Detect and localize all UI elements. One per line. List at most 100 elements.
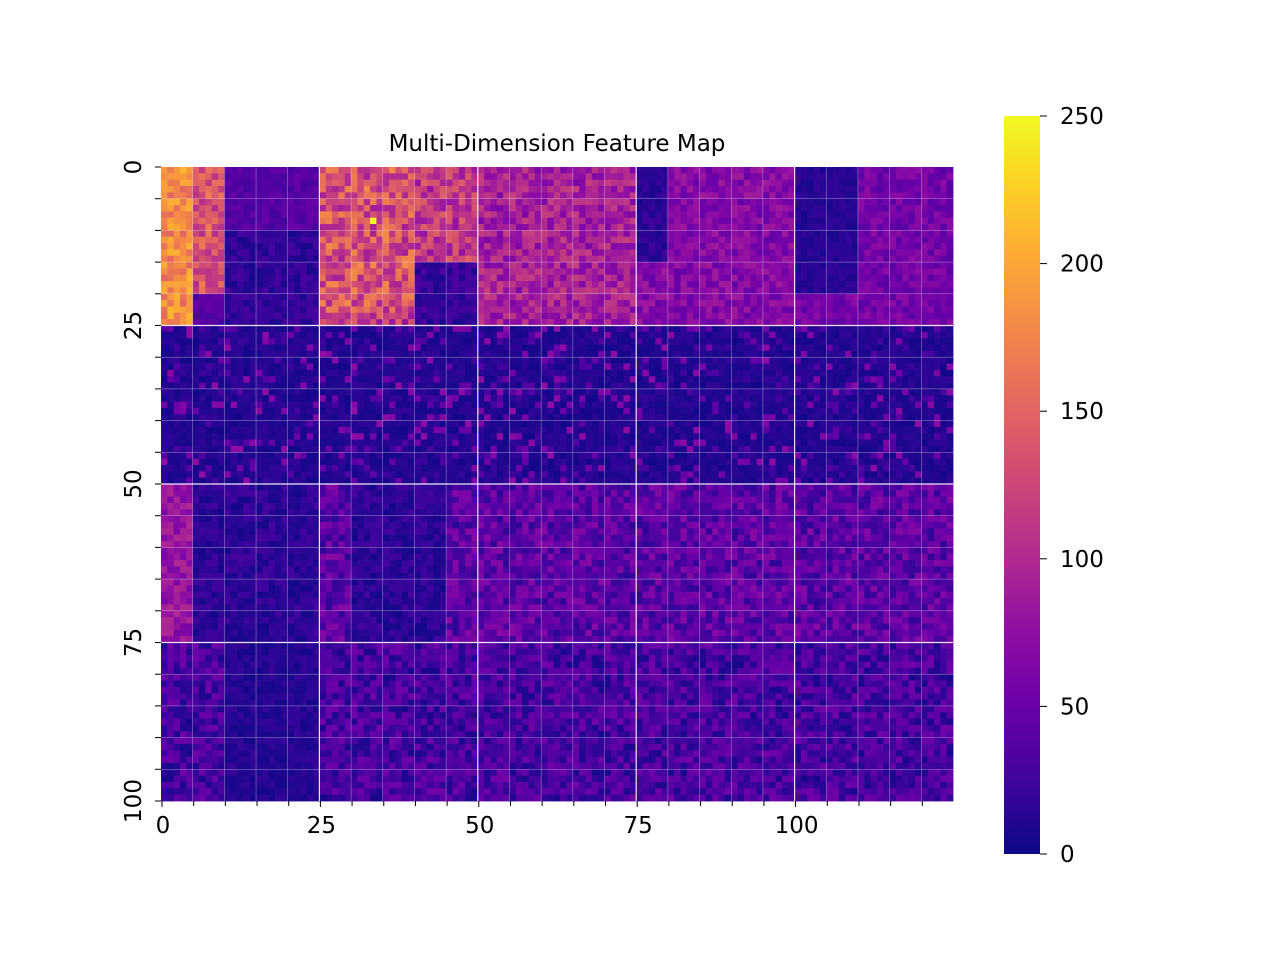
heatmap-cell [313, 186, 320, 193]
heatmap-cell [895, 186, 903, 193]
heatmap-cell [205, 179, 213, 187]
heatmap-cell [325, 179, 333, 187]
heatmap-cell [674, 243, 681, 250]
heatmap-cell [249, 319, 257, 326]
heatmap-cell [807, 192, 815, 200]
heatmap-cell [781, 382, 789, 390]
heatmap-cell [617, 300, 624, 307]
heatmap-cell [446, 274, 453, 282]
heatmap-cell [718, 319, 726, 326]
heatmap-cell [351, 173, 358, 181]
heatmap-cell [686, 312, 694, 320]
heatmap-cell [237, 357, 244, 364]
heatmap-cell [262, 249, 270, 257]
heatmap-cell [895, 274, 903, 282]
heatmap-cell [224, 236, 232, 244]
heatmap-cell [515, 388, 523, 396]
heatmap-cell [477, 382, 485, 390]
heatmap-cell [781, 230, 789, 238]
heatmap-cell [465, 243, 472, 250]
heatmap-cell [439, 344, 447, 352]
heatmap-cell [357, 186, 365, 193]
heatmap-cell [471, 319, 479, 326]
heatmap-cell [408, 331, 415, 339]
heatmap-cell [534, 319, 542, 326]
heatmap-cell [395, 376, 403, 383]
heatmap-cell [737, 350, 745, 358]
heatmap-cell [769, 312, 776, 320]
heatmap-cell [218, 287, 225, 295]
heatmap-cell [579, 319, 586, 326]
heatmap-cell [465, 236, 472, 244]
heatmap-cell [509, 312, 517, 320]
heatmap-cell [914, 249, 922, 257]
heatmap-cell [294, 262, 301, 269]
heatmap-cell [243, 230, 251, 238]
heatmap-cell [870, 186, 878, 193]
heatmap-cell [604, 224, 612, 231]
heatmap-cell [902, 338, 910, 345]
heatmap-cell [845, 205, 853, 212]
heatmap-cell [262, 230, 270, 238]
heatmap-cell [389, 388, 396, 396]
heatmap-cell [775, 414, 783, 421]
heatmap-cell [794, 319, 802, 326]
heatmap-cell [667, 205, 675, 212]
heatmap-cell [528, 243, 536, 250]
heatmap-cell [319, 350, 327, 358]
heatmap-cell [452, 236, 460, 244]
heatmap-cell [566, 287, 574, 295]
heatmap-cell [946, 331, 954, 339]
heatmap-cell [750, 211, 757, 219]
heatmap-cell [585, 255, 593, 263]
heatmap-cell [477, 167, 485, 174]
heatmap-cell [781, 281, 789, 288]
heatmap-cell [161, 331, 168, 339]
heatmap-cell [167, 262, 175, 269]
heatmap-cell [794, 274, 802, 282]
heatmap-cell [813, 224, 821, 231]
heatmap-cell [370, 262, 377, 269]
heatmap-cell [275, 268, 282, 276]
heatmap-cell [724, 382, 732, 390]
heatmap-cell [167, 287, 175, 295]
heatmap-cell [433, 300, 441, 307]
heatmap-cell [661, 198, 669, 206]
heatmap-cell [477, 376, 485, 383]
heatmap-cell [864, 217, 872, 225]
heatmap-cell [427, 306, 434, 314]
heatmap-cell [401, 363, 409, 371]
heatmap-cell [541, 198, 548, 206]
heatmap-cell [243, 274, 251, 282]
heatmap-cell [522, 357, 529, 364]
heatmap-cell [927, 331, 935, 339]
heatmap-cell [395, 192, 403, 200]
heatmap-cell [889, 255, 897, 263]
heatmap-cell [515, 224, 523, 231]
heatmap-cell [376, 369, 384, 377]
heatmap-cell [705, 281, 713, 288]
heatmap-cell [370, 369, 377, 377]
heatmap-cell [351, 357, 358, 364]
heatmap-cell [515, 287, 523, 295]
heatmap-cell [775, 325, 783, 333]
heatmap-cell [465, 338, 472, 345]
heatmap-cell [173, 401, 181, 409]
heatmap-cell [819, 167, 827, 174]
heatmap-cell [230, 300, 238, 307]
heatmap-cell [845, 236, 853, 244]
heatmap-cell [351, 268, 358, 276]
heatmap-cell [794, 173, 802, 181]
heatmap-cell [509, 224, 517, 231]
heatmap-cell [800, 331, 808, 339]
heatmap-cell [572, 401, 580, 409]
heatmap-cell [484, 268, 491, 276]
heatmap-cell [902, 287, 910, 295]
heatmap-cell [680, 281, 688, 288]
heatmap-cell [256, 262, 263, 269]
heatmap-cell [230, 407, 238, 415]
heatmap-cell [230, 376, 238, 383]
heatmap-cell [870, 344, 878, 352]
heatmap-cell [617, 198, 624, 206]
heatmap-cell [585, 211, 593, 219]
